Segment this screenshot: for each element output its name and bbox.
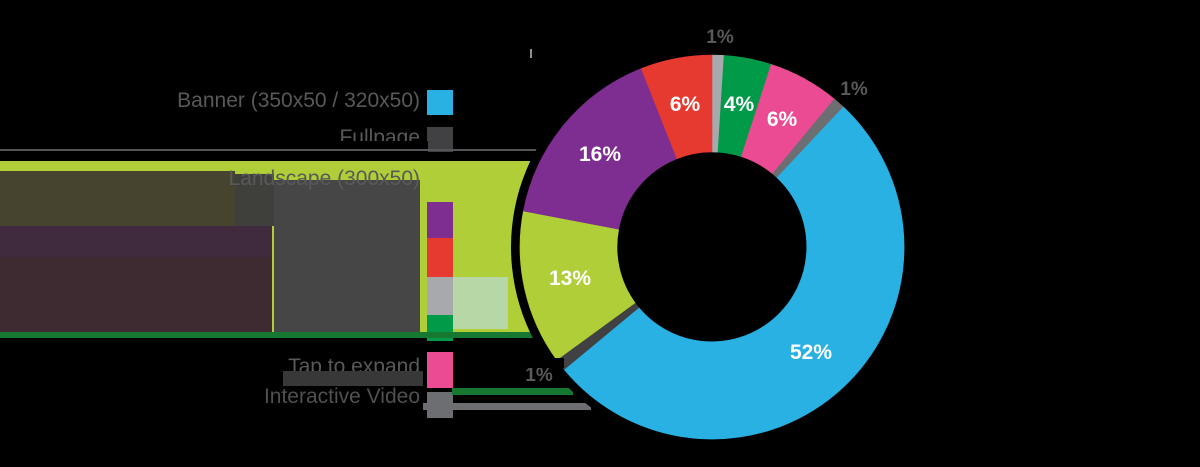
band-border-green-line <box>0 332 535 338</box>
donut-slice-purple <box>523 68 678 230</box>
slice-label-purple: 16% <box>578 143 622 166</box>
slice-label-lime-landscape: 13% <box>548 267 592 290</box>
legend-swatch-fullpage-dark <box>427 127 453 152</box>
slice-label-blue-banner: 52% <box>789 341 833 364</box>
legend-swatch-banner-blue <box>427 90 453 115</box>
legend-label-banner: Banner (350x50 / 320x50) <box>177 89 420 112</box>
donut-slice-red <box>640 54 713 160</box>
artifact-olive-rect <box>0 171 235 226</box>
artifact-darkgray-rect <box>235 174 274 226</box>
artifact-mint-rect <box>452 277 508 329</box>
legend-label-landscape: Landscape (300x50) <box>228 167 420 190</box>
legend-swatch-red <box>427 238 453 277</box>
legend-swatch-purple <box>427 202 453 238</box>
artifact-one-pct-clip <box>516 358 564 368</box>
tick-artifact <box>530 49 532 58</box>
artifact-gray-blob <box>274 180 420 332</box>
slice-label-green: 4% <box>723 93 755 116</box>
legend-swatch-landscape-lime <box>427 164 453 189</box>
artifact-fullpage-clip <box>298 141 428 161</box>
slice-label-pink-tap-to-expand: 6% <box>766 108 798 131</box>
underline-gray-interactive <box>423 403 591 410</box>
underline-green-tap <box>452 388 573 395</box>
slice-label-light-gray-top: 1% <box>706 27 734 48</box>
slice-label-red: 6% <box>669 93 701 116</box>
donut-slice-blue-banner <box>563 106 905 440</box>
artifact-plum-rect <box>0 226 272 257</box>
legend-label-interactive-video: Interactive Video <box>263 385 420 408</box>
slice-label-dark-gray-lower-left: 1% <box>525 365 553 386</box>
legend-swatch-tap-pink <box>427 352 453 388</box>
separator-line-fullpage <box>0 149 537 151</box>
artifact-maroon-rect <box>0 257 272 333</box>
artifact-tap-clip <box>283 371 423 386</box>
legend-swatch-light-gray <box>427 277 453 315</box>
slice-label-gray-upper-right: 1% <box>840 79 868 100</box>
